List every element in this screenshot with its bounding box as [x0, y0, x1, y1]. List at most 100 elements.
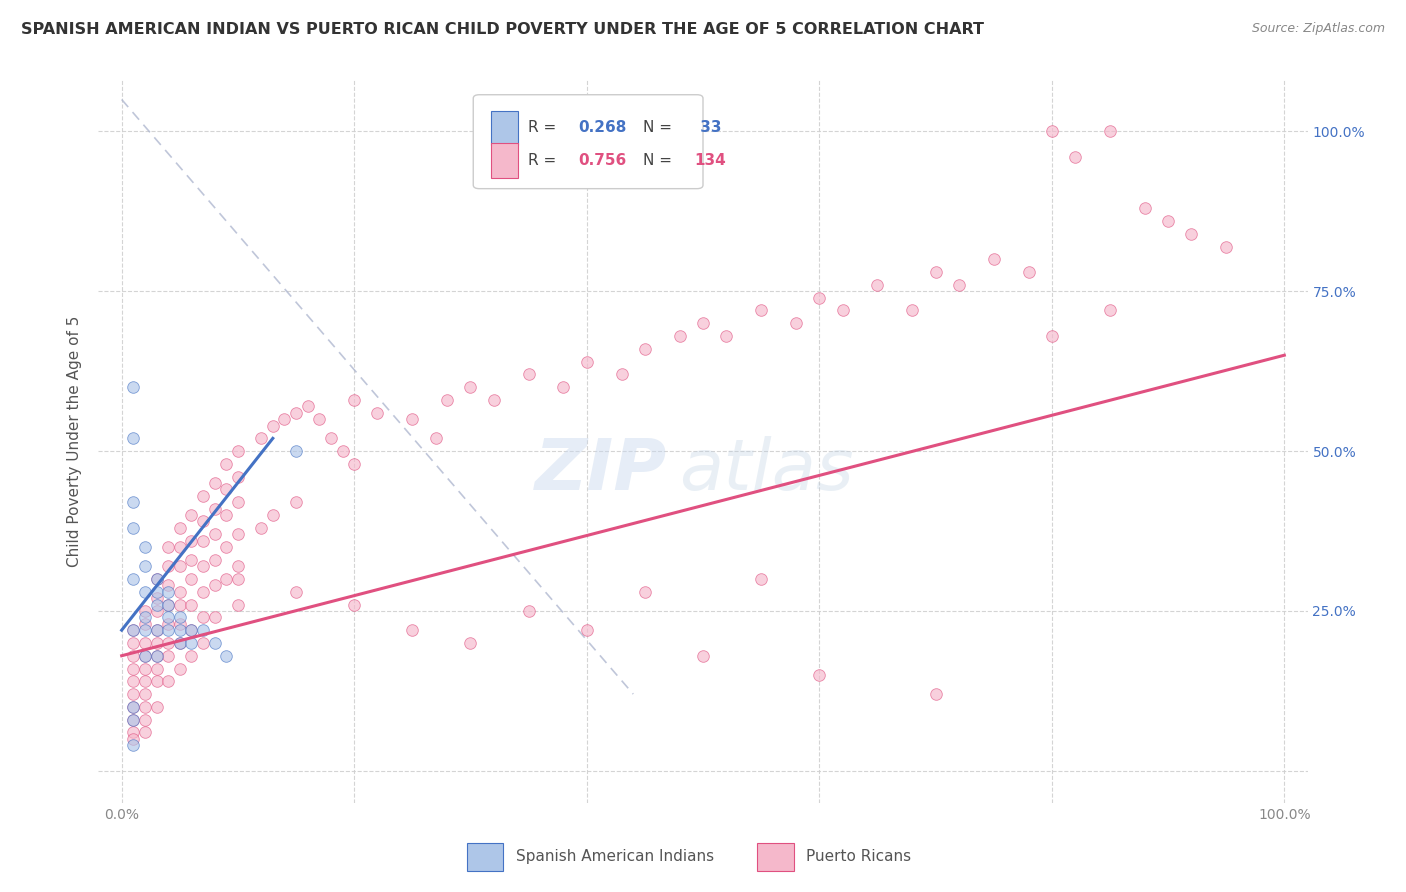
Point: [157, 616, 180, 631]
Point: [122, 713, 145, 727]
Text: Source: ZipAtlas.com: Source: ZipAtlas.com: [1251, 22, 1385, 36]
Point: [808, 668, 831, 682]
Text: atlas: atlas: [679, 436, 853, 505]
Point: [575, 354, 598, 368]
Point: [215, 508, 238, 522]
Point: [180, 572, 202, 586]
Point: [553, 380, 575, 394]
Text: R =: R =: [527, 120, 561, 136]
Point: [749, 572, 772, 586]
Point: [134, 559, 156, 574]
Point: [924, 265, 946, 279]
Point: [785, 316, 807, 330]
Point: [285, 406, 308, 420]
Point: [901, 303, 924, 318]
Point: [319, 431, 342, 445]
Point: [169, 610, 191, 624]
Point: [169, 559, 191, 574]
Point: [749, 303, 772, 318]
Point: [122, 521, 145, 535]
Point: [250, 521, 273, 535]
Point: [157, 598, 180, 612]
Text: SPANISH AMERICAN INDIAN VS PUERTO RICAN CHILD POVERTY UNDER THE AGE OF 5 CORRELA: SPANISH AMERICAN INDIAN VS PUERTO RICAN …: [21, 22, 984, 37]
Point: [134, 674, 156, 689]
Point: [204, 610, 226, 624]
FancyBboxPatch shape: [474, 95, 703, 189]
Point: [297, 400, 319, 414]
Point: [157, 559, 180, 574]
Point: [343, 392, 366, 407]
Point: [668, 329, 690, 343]
Point: [145, 699, 167, 714]
Point: [204, 553, 226, 567]
Point: [122, 661, 145, 675]
Point: [575, 623, 598, 637]
Point: [285, 495, 308, 509]
Point: [145, 572, 167, 586]
Point: [134, 713, 156, 727]
Point: [157, 578, 180, 592]
Point: [145, 661, 167, 675]
Text: Puerto Ricans: Puerto Ricans: [806, 849, 911, 864]
Point: [191, 533, 214, 548]
Point: [634, 584, 657, 599]
Point: [122, 495, 145, 509]
Point: [157, 636, 180, 650]
Point: [215, 457, 238, 471]
Point: [191, 559, 214, 574]
Point: [145, 572, 167, 586]
Point: [262, 418, 284, 433]
Point: [191, 636, 214, 650]
Bar: [492, 143, 517, 178]
Point: [1215, 239, 1237, 253]
Point: [180, 598, 202, 612]
Text: 0.756: 0.756: [578, 153, 627, 168]
Text: N =: N =: [643, 153, 676, 168]
Text: N =: N =: [643, 120, 676, 136]
Point: [250, 431, 273, 445]
Point: [169, 521, 191, 535]
Point: [204, 578, 226, 592]
Point: [1157, 214, 1180, 228]
Point: [169, 623, 191, 637]
Point: [180, 533, 202, 548]
Point: [808, 291, 831, 305]
Point: [169, 598, 191, 612]
Point: [191, 610, 214, 624]
Point: [215, 648, 238, 663]
Point: [134, 636, 156, 650]
Point: [180, 623, 202, 637]
Point: [204, 501, 226, 516]
Point: [134, 725, 156, 739]
Point: [180, 636, 202, 650]
Point: [122, 738, 145, 752]
Point: [134, 604, 156, 618]
Point: [460, 380, 482, 394]
Point: [134, 616, 156, 631]
Point: [122, 699, 145, 714]
Point: [425, 431, 447, 445]
Point: [460, 636, 482, 650]
Point: [134, 540, 156, 554]
Point: [145, 674, 167, 689]
Text: 33: 33: [695, 120, 721, 136]
Point: [122, 713, 145, 727]
Point: [134, 699, 156, 714]
Point: [157, 584, 180, 599]
Point: [180, 623, 202, 637]
Point: [122, 725, 145, 739]
Bar: [492, 111, 517, 145]
Point: [169, 540, 191, 554]
Point: [134, 623, 156, 637]
Point: [1040, 124, 1063, 138]
Y-axis label: Child Poverty Under the Age of 5: Child Poverty Under the Age of 5: [67, 316, 83, 567]
Point: [145, 648, 167, 663]
Point: [226, 559, 249, 574]
Point: [191, 623, 214, 637]
Point: [122, 431, 145, 445]
Text: Spanish American Indians: Spanish American Indians: [516, 849, 714, 864]
Text: R =: R =: [527, 153, 561, 168]
Point: [157, 598, 180, 612]
Point: [226, 572, 249, 586]
Point: [716, 329, 738, 343]
